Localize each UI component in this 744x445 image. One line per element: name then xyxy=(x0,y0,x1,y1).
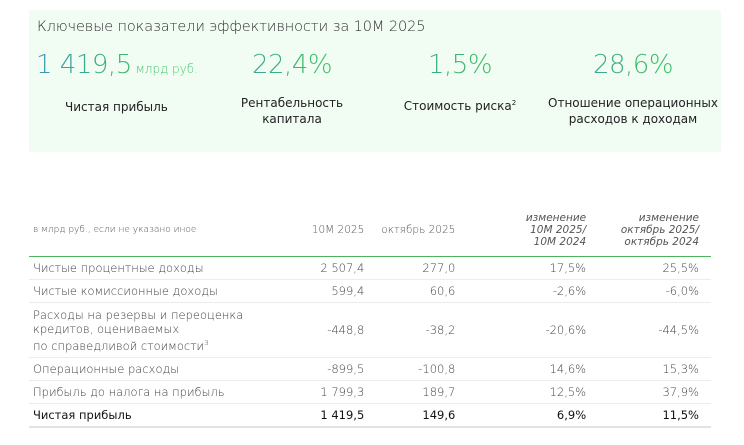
cell-change-10m: 12,5% xyxy=(467,380,599,404)
kpi-value: 28,6% xyxy=(543,48,723,82)
kpi-value: 1,5% xyxy=(380,48,540,82)
kpi-label-line2: капитала xyxy=(262,112,322,126)
row-label: Чистая прибыль xyxy=(29,403,283,428)
kpi-cost-income: 28,6% Отношение операционных расходов к д… xyxy=(543,48,723,127)
cell-change-october: -44,5% xyxy=(598,302,711,358)
kpi-label: Стоимость риска xyxy=(403,99,512,113)
cell-change-10m: 17,5% xyxy=(467,256,599,280)
kpi-label-line2: расходов к доходам xyxy=(568,112,698,126)
cell-change-october: 37,9% xyxy=(598,380,711,404)
kpi-label: Отношение операционных xyxy=(548,96,718,110)
kpi-roe: 22,4% Рентабельность капитала xyxy=(212,48,372,127)
table-header-row: в млрд руб., если не указано иное 10М 20… xyxy=(29,203,711,257)
cell-change-10m: -2,6% xyxy=(467,279,599,303)
row-label: Расходы на резервы и переоценка кредитов,… xyxy=(29,302,283,358)
header-change-10m: изменение 10М 2025/10М 2024 xyxy=(525,211,587,248)
cell-october-2025: 149,6 xyxy=(376,403,468,428)
kpi-value: 1 419,5 xyxy=(36,50,132,80)
cell-october-2025: 189,7 xyxy=(376,380,468,404)
table-row: Чистые комиссионные доходы 599,4 60,6 -2… xyxy=(29,279,711,303)
header-10m-2025: 10М 2025 xyxy=(311,223,365,236)
table-row: Операционные расходы -899,5 -100,8 14,6%… xyxy=(29,357,711,381)
cell-october-2025: -100,8 xyxy=(376,357,468,381)
cell-change-october: 15,3% xyxy=(598,357,711,381)
financials-table: в млрд руб., если не указано иное 10М 20… xyxy=(29,203,711,428)
table-row: Чистые процентные доходы 2 507,4 277,0 1… xyxy=(29,256,711,280)
cell-10m-2025: 599,4 xyxy=(282,279,377,303)
cell-october-2025: 60,6 xyxy=(376,279,468,303)
kpi-value: 22,4% xyxy=(212,48,372,82)
header-change-october: изменение октябрь 2025/октябрь 2024 xyxy=(620,211,699,248)
cell-october-2025: 277,0 xyxy=(376,256,468,280)
cell-10m-2025: 1 419,5 xyxy=(282,403,377,428)
kpi-panel: Ключевые показатели эффективности за 10М… xyxy=(29,10,721,152)
table-row: Расходы на резервы и переоценка кредитов,… xyxy=(29,302,711,358)
cell-10m-2025: 1 799,3 xyxy=(282,380,377,404)
cell-10m-2025: 2 507,4 xyxy=(282,256,377,280)
kpi-label: Рентабельность xyxy=(240,96,344,110)
cell-change-10m: 6,9% xyxy=(467,403,599,428)
footnote-marker: 3 xyxy=(204,338,209,347)
panel-title: Ключевые показатели эффективности за 10М… xyxy=(37,19,426,35)
cell-change-october: 11,5% xyxy=(598,403,711,428)
footnote-marker: 2 xyxy=(511,99,517,107)
table-row-total: Чистая прибыль 1 419,5 149,6 6,9% 11,5% xyxy=(29,403,711,428)
kpi-cost-of-risk: 1,5% Стоимость риска2 xyxy=(380,48,540,114)
kpi-unit: млрд руб. xyxy=(135,62,198,76)
cell-change-10m: -20,6% xyxy=(467,302,599,358)
cell-change-october: -6,0% xyxy=(598,279,711,303)
cell-change-10m: 14,6% xyxy=(467,357,599,381)
kpi-label: Чистая прибыль xyxy=(65,100,168,114)
cell-10m-2025: -448,8 xyxy=(282,302,377,358)
cell-october-2025: -38,2 xyxy=(376,302,468,358)
kpi-net-profit: 1 419,5 млрд руб. Чистая прибыль xyxy=(36,48,198,115)
cell-change-october: 25,5% xyxy=(598,256,711,280)
row-label: Чистые комиссионные доходы xyxy=(29,279,283,303)
row-label: Прибыль до налога на прибыль xyxy=(29,380,283,404)
header-october-2025: октябрь 2025 xyxy=(381,223,456,236)
row-label: Чистые процентные доходы xyxy=(29,256,283,280)
cell-10m-2025: -899,5 xyxy=(282,357,377,381)
header-units: в млрд руб., если не указано иное xyxy=(33,224,197,235)
table-row: Прибыль до налога на прибыль 1 799,3 189… xyxy=(29,380,711,404)
row-label: Операционные расходы xyxy=(29,357,283,381)
